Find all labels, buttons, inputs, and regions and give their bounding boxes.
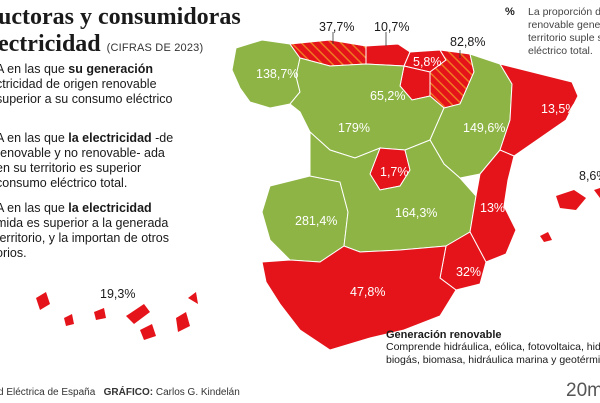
category-hatched-total: A en las que la electricidad -de renovab… xyxy=(0,131,181,191)
map-title: uctoras y consumidoras ectricidad (CIFRAS… xyxy=(0,4,241,62)
label-extremadura: 281,4% xyxy=(295,214,337,228)
region-canarias-2 xyxy=(64,314,74,326)
category-2-bold: la electricidad xyxy=(68,131,152,145)
label-galicia: 138,7% xyxy=(256,67,298,81)
percent-symbol: % xyxy=(505,6,515,18)
region-cantabria xyxy=(365,43,411,67)
region-canarias-5 xyxy=(140,324,156,340)
region-cataluna xyxy=(498,63,579,157)
region-baleares xyxy=(556,190,586,210)
category-1-prefix: A en las que xyxy=(0,62,69,76)
category-1-bold: su generación xyxy=(68,62,154,76)
region-canarias-1 xyxy=(36,292,50,310)
category-2-text: -de renovable y no renovable- ada en su … xyxy=(0,131,174,190)
title-line-2: ectricidad xyxy=(0,31,101,57)
label-navarra: 82,8% xyxy=(450,35,485,49)
label-baleares: 8,6% xyxy=(579,169,600,183)
category-3-prefix: A en las que xyxy=(0,201,69,215)
region-canarias-3 xyxy=(94,308,106,320)
category-green-renewable: A en las que su generación ctricidad de … xyxy=(0,62,181,107)
label-andalucia: 47,8% xyxy=(350,285,385,299)
label-cantabria: 10,7% xyxy=(374,20,409,34)
region-castilla-la-mancha xyxy=(309,130,477,253)
category-2-prefix: A en las que xyxy=(0,131,69,145)
region-baleares-small-1 xyxy=(540,232,552,242)
label-aragon: 149,6% xyxy=(463,121,505,135)
footer-author: Carlos G. Kindelán xyxy=(155,387,240,398)
brand-logo: 20m xyxy=(566,380,600,401)
category-red-importer: A en las que la electricidad mida es sup… xyxy=(0,201,181,261)
region-canarias-4 xyxy=(126,304,150,324)
footer-graphic-label: GRÁFICO: xyxy=(103,387,154,398)
label-murcia: 32% xyxy=(456,265,481,279)
label-castilla-leon: 65,2% xyxy=(370,89,405,103)
year-note: (CIFRAS DE 2023) xyxy=(106,42,204,54)
region-canarias-7 xyxy=(188,292,198,304)
footer-credits: d Eléctrica de España GRÁFICO: Carlos G.… xyxy=(0,387,240,398)
label-pais-vasco: 5,8% xyxy=(413,55,442,69)
region-canarias-6 xyxy=(176,312,190,332)
label-castilla-leon-south: 179% xyxy=(338,121,370,135)
generation-title: Generación renovable xyxy=(386,329,502,341)
label-madrid: 1,7% xyxy=(380,165,409,179)
label-cataluna: 13,5% xyxy=(541,102,576,116)
label-canarias: 19,3% xyxy=(100,287,135,301)
region-baleares-small-2 xyxy=(594,188,600,198)
category-3-text: mida es superior a la generada territori… xyxy=(0,216,169,260)
category-1-text: ctricidad de origen renovable superior a… xyxy=(0,77,173,106)
region-valencia xyxy=(469,149,517,263)
title-line-1: uctoras y consumidoras xyxy=(0,4,241,30)
region-andalucia xyxy=(261,245,457,351)
category-3-bold: la electricidad xyxy=(68,201,152,215)
footer-source: d Eléctrica de España xyxy=(0,387,96,398)
label-castilla-la-mancha: 164,3% xyxy=(395,206,437,220)
label-asturias: 37,7% xyxy=(319,20,354,34)
label-valencia: 13% xyxy=(480,201,505,215)
legend-note: La proporción d renovable gener territor… xyxy=(528,6,600,57)
generation-description: Comprende hidráulica, eólica, fotovoltai… xyxy=(386,341,600,366)
